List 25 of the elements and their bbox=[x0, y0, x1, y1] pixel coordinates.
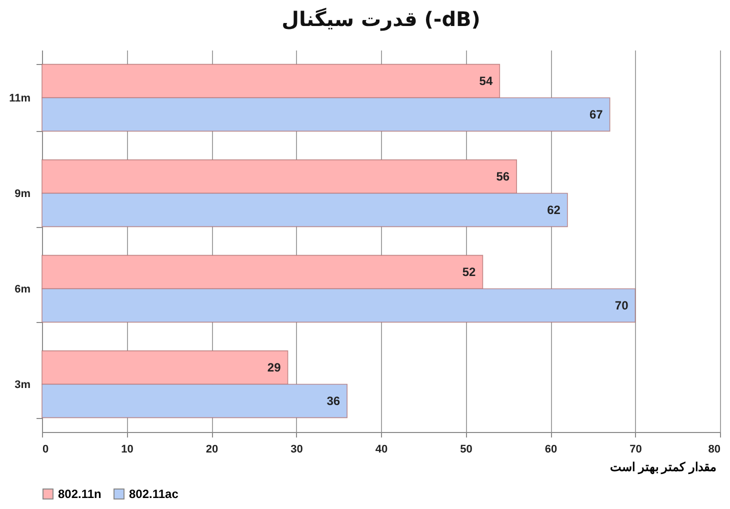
x-tick-label: 0 bbox=[42, 444, 49, 456]
x-tick-label: 20 bbox=[206, 444, 218, 456]
legend-label: 802.11ac bbox=[129, 487, 179, 501]
x-tick-label: 60 bbox=[544, 444, 558, 456]
x-tick-label: 40 bbox=[375, 444, 388, 456]
y-tick-label: 6m bbox=[14, 283, 31, 296]
data-label: 56 bbox=[496, 170, 510, 184]
y-tick-label: 3m bbox=[14, 378, 31, 391]
x-tick-label: 80 bbox=[708, 444, 720, 456]
x-tick-label: 30 bbox=[290, 444, 303, 456]
text: مقدار کمتر بهتر است bbox=[610, 460, 716, 474]
legend-label: 802.11n bbox=[58, 487, 102, 501]
data-label: 70 bbox=[614, 298, 629, 312]
y-tick-label: 9m bbox=[14, 188, 31, 200]
y-tick-label: 11m bbox=[9, 92, 31, 104]
data-label: 29 bbox=[267, 360, 282, 375]
data-label: 52 bbox=[462, 265, 476, 280]
chart-title: قدرت سیگنال (-dB) bbox=[282, 7, 480, 31]
data-label: 36 bbox=[326, 394, 340, 408]
data-label: 62 bbox=[547, 202, 561, 217]
data-label: 67 bbox=[589, 107, 604, 122]
data-label: 54 bbox=[479, 74, 493, 88]
x-tick-label: 50 bbox=[460, 444, 472, 456]
x-tick-label: 10 bbox=[121, 444, 134, 456]
x-tick-label: 70 bbox=[630, 444, 642, 456]
